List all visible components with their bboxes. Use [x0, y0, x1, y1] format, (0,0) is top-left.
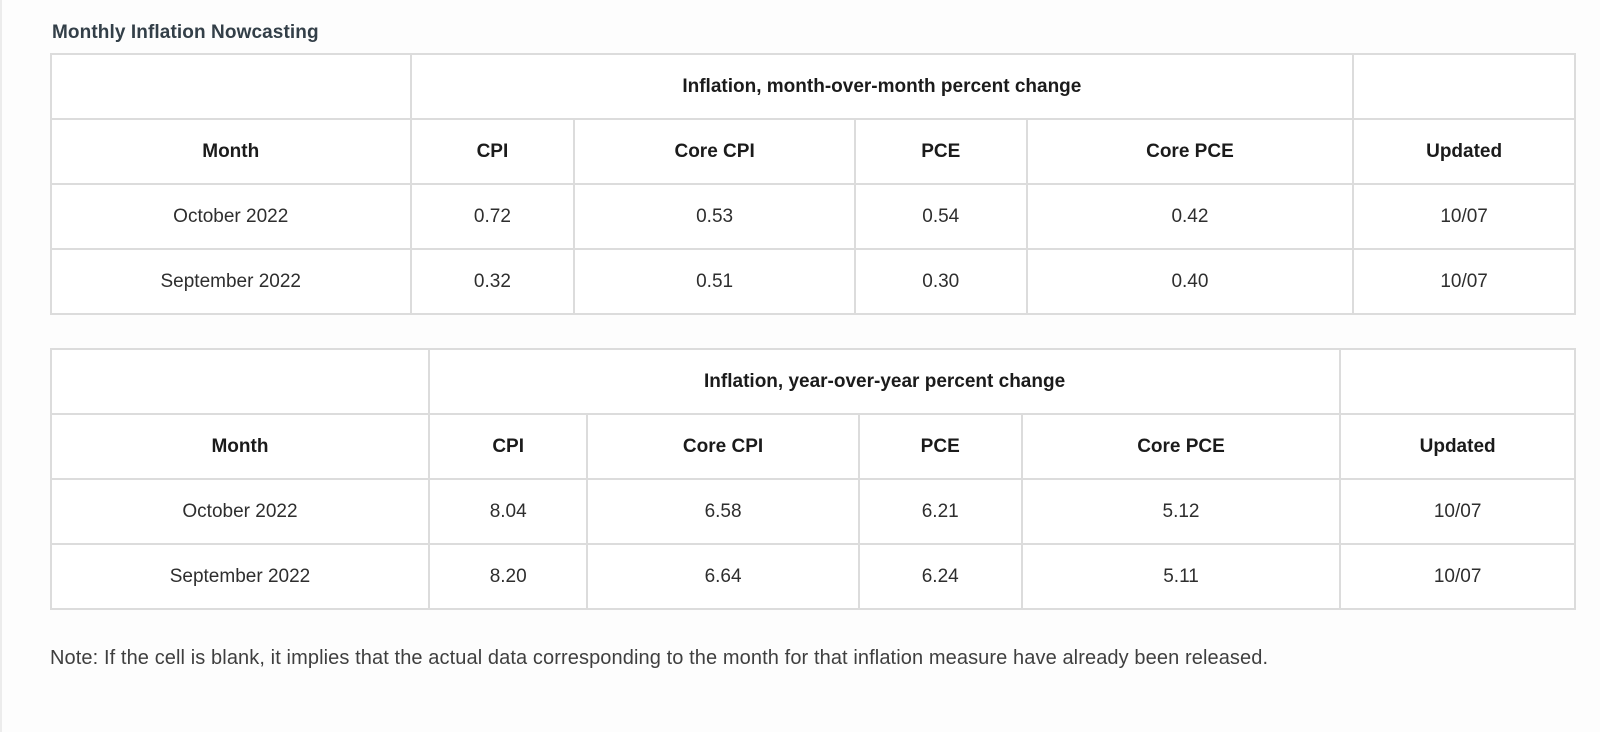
yoy-inflation-table: Inflation, year-over-year percent change…	[50, 348, 1576, 610]
pce-cell: 6.24	[857, 543, 1023, 610]
page-title: Monthly Inflation Nowcasting	[52, 22, 319, 43]
table-row: Inflation, year-over-year percent change	[50, 348, 1576, 415]
table-row: September 2022 8.20 6.64 6.24 5.11 10/07	[50, 543, 1576, 610]
core-pce-cell: 5.11	[1020, 543, 1342, 610]
table-header-row: Month CPI Core CPI PCE Core PCE Updated	[50, 118, 1576, 185]
month-cell: October 2022	[50, 478, 430, 545]
month-cell: September 2022	[50, 248, 412, 315]
empty-corner-cell	[50, 53, 412, 120]
column-header-month: Month	[50, 413, 430, 480]
pce-cell: 6.21	[857, 478, 1023, 545]
core-pce-cell: 0.40	[1025, 248, 1355, 315]
footnote: Note: If the cell is blank, it implies t…	[50, 647, 1269, 669]
column-header-core-cpi: Core CPI	[573, 118, 856, 185]
table-header-row: Month CPI Core CPI PCE Core PCE Updated	[50, 413, 1576, 480]
table-row: October 2022 8.04 6.58 6.21 5.12 10/07	[50, 478, 1576, 545]
core-pce-cell: 0.42	[1025, 183, 1355, 250]
pce-cell: 0.54	[853, 183, 1028, 250]
cpi-cell: 0.72	[409, 183, 576, 250]
table-row: October 2022 0.72 0.53 0.54 0.42 10/07	[50, 183, 1576, 250]
column-header-pce: PCE	[857, 413, 1023, 480]
empty-corner-cell	[50, 348, 430, 415]
empty-corner-cell	[1352, 53, 1576, 120]
column-header-pce: PCE	[853, 118, 1028, 185]
pce-cell: 0.30	[853, 248, 1028, 315]
updated-cell: 10/07	[1339, 543, 1576, 610]
empty-corner-cell	[1339, 348, 1576, 415]
month-cell: September 2022	[50, 543, 430, 610]
group-header-cell: Inflation, month-over-month percent chan…	[409, 53, 1355, 120]
column-header-updated: Updated	[1352, 118, 1576, 185]
column-header-cpi: CPI	[427, 413, 589, 480]
core-cpi-cell: 0.53	[573, 183, 856, 250]
column-header-core-pce: Core PCE	[1025, 118, 1355, 185]
column-header-cpi: CPI	[409, 118, 576, 185]
cpi-cell: 8.20	[427, 543, 589, 610]
table-row: Inflation, month-over-month percent chan…	[50, 53, 1576, 120]
column-header-core-pce: Core PCE	[1020, 413, 1342, 480]
updated-cell: 10/07	[1352, 183, 1576, 250]
table-gap	[50, 315, 1574, 348]
column-header-core-cpi: Core CPI	[586, 413, 860, 480]
column-header-month: Month	[50, 118, 412, 185]
column-header-updated: Updated	[1339, 413, 1576, 480]
updated-cell: 10/07	[1339, 478, 1576, 545]
month-cell: October 2022	[50, 183, 412, 250]
cpi-cell: 0.32	[409, 248, 576, 315]
mom-inflation-table: Inflation, month-over-month percent chan…	[50, 53, 1576, 315]
updated-cell: 10/07	[1352, 248, 1576, 315]
core-cpi-cell: 6.64	[586, 543, 860, 610]
group-header-cell: Inflation, year-over-year percent change	[427, 348, 1342, 415]
cpi-cell: 8.04	[427, 478, 589, 545]
core-pce-cell: 5.12	[1020, 478, 1342, 545]
core-cpi-cell: 6.58	[586, 478, 860, 545]
core-cpi-cell: 0.51	[573, 248, 856, 315]
table-row: September 2022 0.32 0.51 0.30 0.40 10/07	[50, 248, 1576, 315]
